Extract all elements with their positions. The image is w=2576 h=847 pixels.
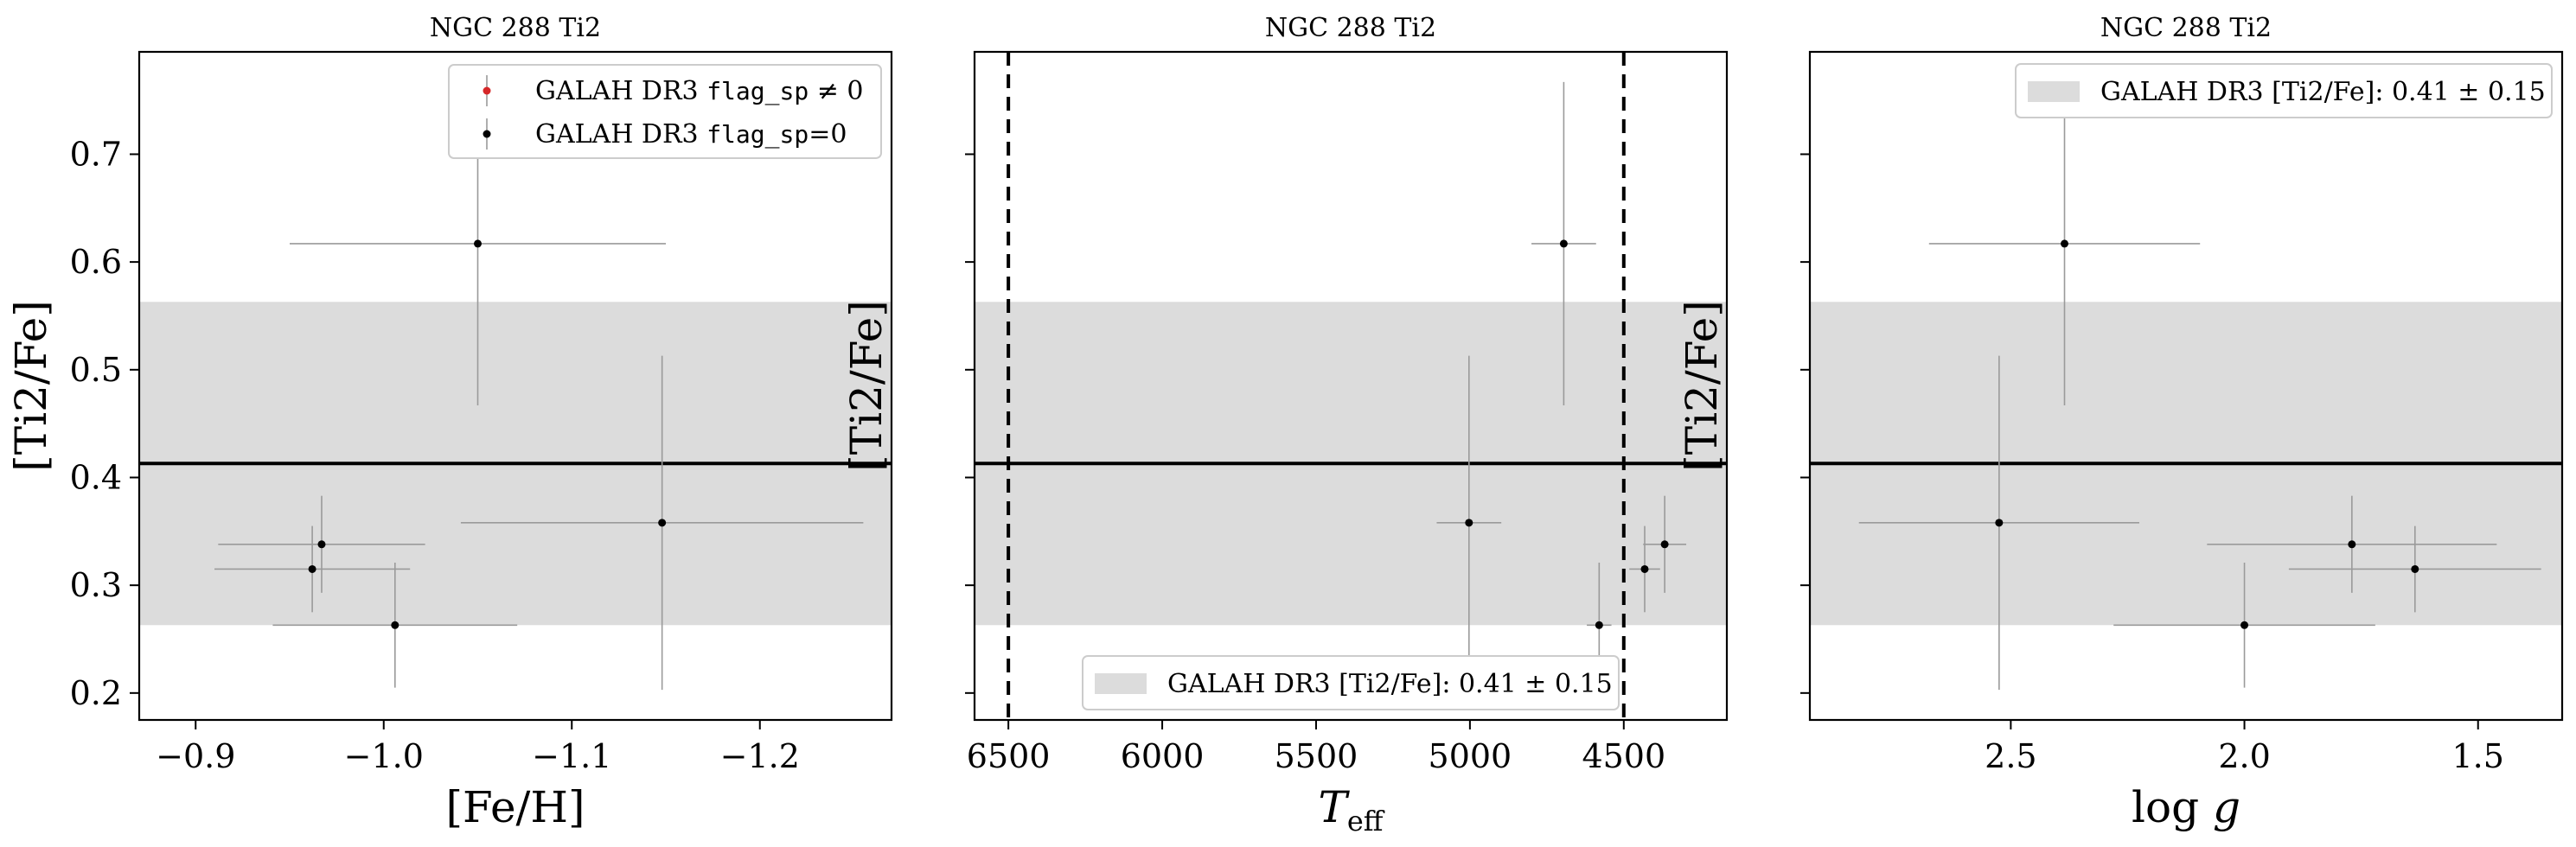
data-marker <box>1995 519 2004 527</box>
axes-frame <box>1808 50 2564 722</box>
legend-marker <box>483 86 491 95</box>
y-tick-label: 0.7 <box>70 135 122 173</box>
x-tick-label: 2.0 <box>2218 737 2270 775</box>
data-marker <box>308 564 316 573</box>
data-point-2 <box>1436 355 1502 691</box>
legend-suffix: ≠ 0 <box>809 76 863 106</box>
x-tick-label: 6500 <box>967 737 1051 775</box>
panel-2: 6500 6000 5500 5000 4500 NGC 288 Ti2 [Ti2/Fe] T… <box>841 13 1729 837</box>
data-point-1 <box>214 525 411 613</box>
data-marker <box>2348 540 2356 549</box>
plot-area <box>975 52 1727 720</box>
legend-box <box>2015 63 2553 118</box>
data-marker <box>1640 564 1649 573</box>
data-point-2 <box>1858 355 2139 691</box>
legend-marker <box>483 130 491 138</box>
axes-frame <box>137 50 893 722</box>
legend-code: flag_sp <box>706 120 809 150</box>
x-tick-label: −1.1 <box>532 737 611 775</box>
axes-frame <box>973 50 1729 722</box>
panel-title: NGC 288 Ti2 <box>430 13 601 43</box>
y-axis-label: [Ti2/Fe] <box>6 300 56 472</box>
legend-band-swatch <box>2028 81 2080 102</box>
panel-title: NGC 288 Ti2 <box>2100 13 2272 43</box>
log-word: log <box>2132 782 2213 832</box>
x-tick-label: −1.0 <box>344 737 424 775</box>
legend: GALAH DR3 [Ti2/Fe]: 0.41 ± 0.15 <box>2015 63 2553 118</box>
x-axis-label: log g <box>2132 782 2240 832</box>
legend-band-swatch <box>1095 673 1147 694</box>
data-point-3 <box>2113 562 2375 688</box>
x-axis-label: Teff <box>1318 782 1384 837</box>
legend-code: flag_sp <box>706 77 809 106</box>
legend-box <box>1082 655 1620 710</box>
legend-label: GALAH DR3 flag_sp ≠ 0 <box>535 76 864 106</box>
data-marker <box>1559 239 1568 248</box>
data-marker <box>2061 239 2069 248</box>
teff-symbol: T <box>1318 782 1350 832</box>
y-axis-label: [Ti2/Fe] <box>841 300 892 472</box>
y-axis-label: [Ti2/Fe] <box>1677 300 1727 472</box>
data-marker <box>2240 621 2249 629</box>
data-marker <box>1595 621 1603 629</box>
data-marker <box>1660 540 1669 549</box>
data-marker <box>391 621 400 629</box>
y-tick-label: 0.5 <box>70 351 122 389</box>
data-point-5 <box>2288 525 2541 613</box>
legend-label: GALAH DR3 [Ti2/Fe]: 0.41 ± 0.15 <box>1167 669 1613 699</box>
x-tick-label: −0.9 <box>156 737 235 775</box>
x-tick-label: 1.5 <box>2452 737 2504 775</box>
g-symbol: g <box>2213 782 2240 832</box>
legend-prefix: GALAH DR3 <box>535 119 706 150</box>
panel-title: NGC 288 Ti2 <box>1265 13 1436 43</box>
data-marker <box>317 540 326 549</box>
x-tick-label: 2.5 <box>1985 737 2036 775</box>
x-tick-label: 6000 <box>1121 737 1205 775</box>
x-tick-label: 5000 <box>1429 737 1512 775</box>
data-point-1 <box>1531 81 1596 405</box>
y-tick-label: 0.4 <box>70 458 122 496</box>
x-axis-label: [Fe/H] <box>445 782 585 832</box>
legend-label: GALAH DR3 flag_sp=0 <box>535 119 847 150</box>
data-point-1 <box>1928 81 2201 405</box>
x-tick-label: 4500 <box>1582 737 1665 775</box>
legend-box <box>448 64 882 159</box>
legend: GALAH DR3 [Ti2/Fe]: 0.41 ± 0.15 <box>1082 655 1620 710</box>
data-point-4 <box>2207 495 2497 593</box>
legend-entry-2: GALAH DR3 flag_sp=0 <box>483 118 847 150</box>
y-tick-label: 0.3 <box>70 566 122 604</box>
x-tick-label: −1.2 <box>720 737 800 775</box>
y-tick-label: 0.6 <box>70 243 122 281</box>
legend-suffix: =0 <box>809 119 847 150</box>
x-tick-label: 5500 <box>1275 737 1358 775</box>
data-point-3 <box>272 562 518 688</box>
plot-area <box>139 81 892 691</box>
teff-subscript: eff <box>1347 805 1385 837</box>
y-tick-label: 0.2 <box>70 674 122 712</box>
legend-entry-1: GALAH DR3 flag_sp ≠ 0 <box>483 75 864 106</box>
data-marker <box>2411 564 2419 573</box>
data-marker <box>1465 519 1473 527</box>
legend-prefix: GALAH DR3 <box>535 76 706 106</box>
data-point-5 <box>460 355 864 691</box>
data-point-2 <box>218 495 425 593</box>
data-point-4 <box>1629 525 1660 613</box>
legend-label: GALAH DR3 [Ti2/Fe]: 0.41 ± 0.15 <box>2100 77 2546 107</box>
data-marker <box>474 239 482 248</box>
panel-1: 0.2 0.3 0.4 0.5 0.6 0.7 −0.9 −1.0 −1.1 −1.2 NGC 28… <box>6 13 893 832</box>
plot-area <box>1810 81 2562 691</box>
data-marker <box>658 519 667 527</box>
panel-3: 2.5 2.0 1.5 NGC 288 Ti2 [Ti2/Fe] log g GALAH D… <box>1677 13 2564 832</box>
data-point-5 <box>1643 495 1687 593</box>
